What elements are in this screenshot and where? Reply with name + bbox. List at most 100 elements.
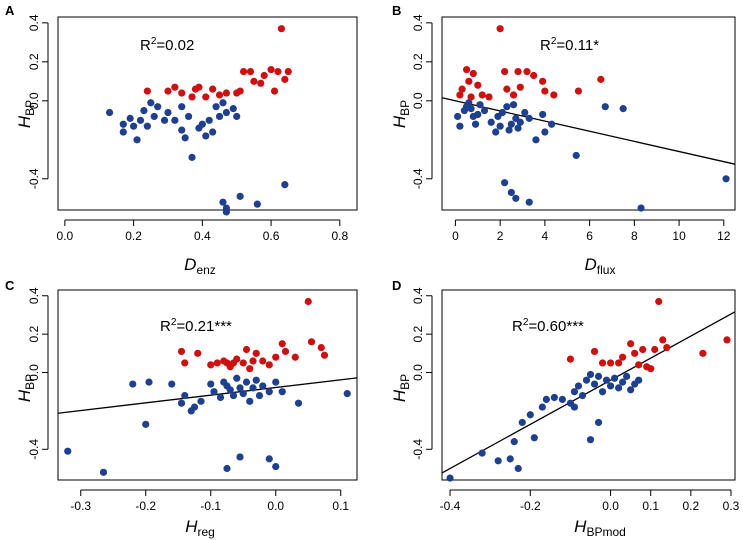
x-tick-label: 0.1 [332,499,349,513]
data-point-blue [496,122,504,130]
data-point-red [659,336,667,344]
x-tick-label: 0.3 [723,499,740,513]
y-axis-title-sub: BP [398,100,412,116]
data-point-blue [246,397,254,405]
data-point-blue [265,388,273,396]
data-point-blue [229,391,238,400]
data-point-red [307,338,316,346]
data-point-blue [637,204,645,212]
y-tick-label: 0.2 [411,53,425,70]
data-point-blue [509,101,518,109]
data-point-red [242,345,251,354]
data-point-blue [619,378,627,386]
data-point-red [209,85,217,93]
x-tick-label: 0.4 [194,229,211,243]
x-tick-label: 10 [672,229,686,243]
data-point-red [278,340,286,348]
data-point-blue [539,110,547,119]
y-axis-title-main: H [15,389,34,402]
data-point-blue [202,132,210,140]
data-point-blue [590,380,599,388]
data-point-blue [133,136,141,144]
data-point-blue [190,403,199,411]
x-tick-label: 2 [497,229,504,243]
data-point-red [304,297,312,306]
data-point-blue [494,457,502,465]
data-point-blue [239,390,247,398]
data-point-blue [168,380,176,388]
y-tick-label: 0.4 [411,14,425,31]
data-point-blue [205,116,213,124]
data-point-blue [582,376,591,384]
data-point-blue [178,126,186,134]
data-point-blue [233,374,241,382]
data-point-blue [606,382,615,390]
data-point-red [456,91,464,99]
data-point-red [195,83,203,91]
data-point-blue [456,122,464,130]
y-tick-label: 0.4 [411,287,425,304]
x-axis-title: Dflux [585,255,616,277]
data-point-blue [518,418,526,427]
x-axis-title-main: D [585,255,597,274]
data-point-red [164,87,172,95]
data-point-red [260,71,268,80]
data-point-red [252,349,260,357]
data-point-red [606,359,615,367]
x-tick-label: 0.1 [642,499,659,513]
data-point-blue [119,128,127,136]
data-point-blue [601,103,609,111]
data-point-red [723,336,731,344]
data-point-blue [181,391,189,400]
data-point-blue [532,136,540,144]
data-point-blue [188,153,196,161]
x-tick-label: 4 [542,229,549,243]
data-point-blue [467,105,475,113]
data-point-red [281,75,289,83]
data-point-blue [197,397,205,405]
x-axis-title: HBPmod [574,517,626,539]
r-squared-base: R [540,37,551,54]
r-squared-value: =0.02 [156,37,194,54]
data-point-red [655,297,663,306]
data-point-red [246,365,254,373]
x-axis-title-sub: flux [597,263,616,277]
data-point-red [635,361,643,369]
x-tick-label: 0.6 [263,229,280,243]
panel-letter: D [392,278,401,293]
data-point-blue [510,438,518,446]
data-point-red [530,71,538,80]
data-point-red [317,343,325,352]
data-point-blue [722,175,730,183]
data-point-blue [294,399,303,407]
data-point-blue [209,128,217,136]
data-point-blue [119,120,127,128]
panel-d: D-0.4 -0.2 0.0 0.1 0.2 0.3-0.40.00.20.4HBPmod… [390,278,740,539]
data-point-blue [627,386,635,394]
data-point-red [509,91,518,99]
data-point-blue [602,376,611,384]
data-point-blue [272,378,280,386]
plot-frame [441,16,736,211]
panel-letter: C [5,278,15,293]
y-axis-title-main: H [15,115,34,128]
r-squared-exponent: 2 [171,317,177,328]
plot-frame [441,289,736,481]
y-tick-label: 0.2 [411,325,425,342]
r-squared-value: =0.60*** [528,318,584,335]
data-point-blue [492,128,500,136]
data-point-blue [177,399,186,407]
data-point-red [270,87,279,95]
r-squared-base: R [160,318,171,335]
x-axis-title-sub: BPmod [586,525,625,539]
data-point-blue [154,103,162,111]
data-point-blue [507,120,515,128]
data-point-red [265,361,273,369]
data-point-blue [145,378,153,386]
y-tick-label: -0.4 [27,168,41,189]
data-point-red [663,343,671,352]
panel-c: C-0.3 -0.2 -0.1 0.0 0.1-0.40.00.20.4HregHBPR… [5,278,358,539]
x-axis-title-sub: reg [197,525,214,539]
data-point-red [467,93,475,101]
data-point-blue [501,179,509,187]
